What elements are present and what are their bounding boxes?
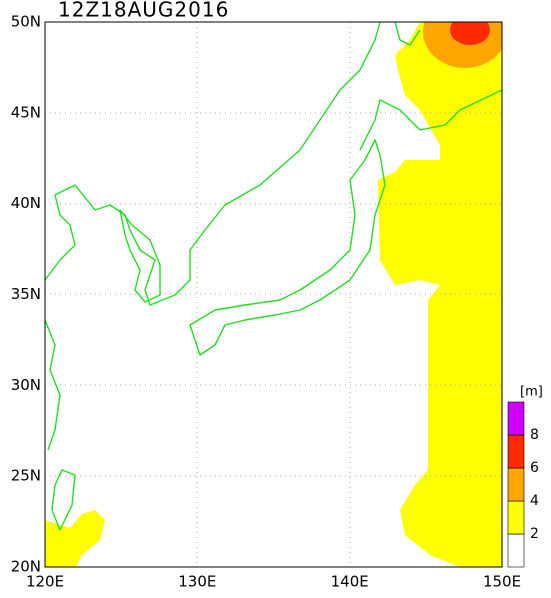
lon-label: 150E (483, 573, 521, 591)
wave-region (45, 510, 105, 567)
map-title: 12Z18AUG2016 (58, 0, 229, 22)
coastlines (45, 22, 502, 531)
lat-label: 35N (11, 285, 41, 303)
colorbar-swatch (507, 401, 525, 436)
colorbar: 2 4 6 8 [m] (507, 385, 543, 568)
lat-label: 20N (11, 558, 41, 576)
lat-label: 30N (11, 376, 41, 394)
colorbar-swatch (507, 500, 525, 535)
colorbar-swatch (507, 467, 525, 502)
wave-region (450, 22, 490, 45)
colorbar-label: 8 (530, 427, 539, 443)
colorbar-unit: [m] (520, 385, 543, 400)
lat-label: 50N (11, 13, 41, 31)
colorbar-swatch (507, 434, 525, 469)
lon-label: 130E (178, 573, 216, 591)
lon-label: 120E (26, 573, 64, 591)
colorbar-label: 2 (530, 526, 539, 542)
grid (45, 22, 502, 567)
lat-label: 40N (11, 194, 41, 212)
axis-labels: 20N 25N 30N 35N 40N 45N 50N 120E 130E 140E 150E (11, 13, 521, 591)
colorbar-label: 6 (530, 460, 539, 476)
lat-label: 45N (11, 103, 41, 121)
plot-frame (44, 21, 503, 568)
lat-label: 25N (11, 467, 41, 485)
colorbar-swatch (507, 533, 525, 568)
colorbar-label: 4 (530, 493, 539, 509)
lon-label: 140E (331, 573, 369, 591)
